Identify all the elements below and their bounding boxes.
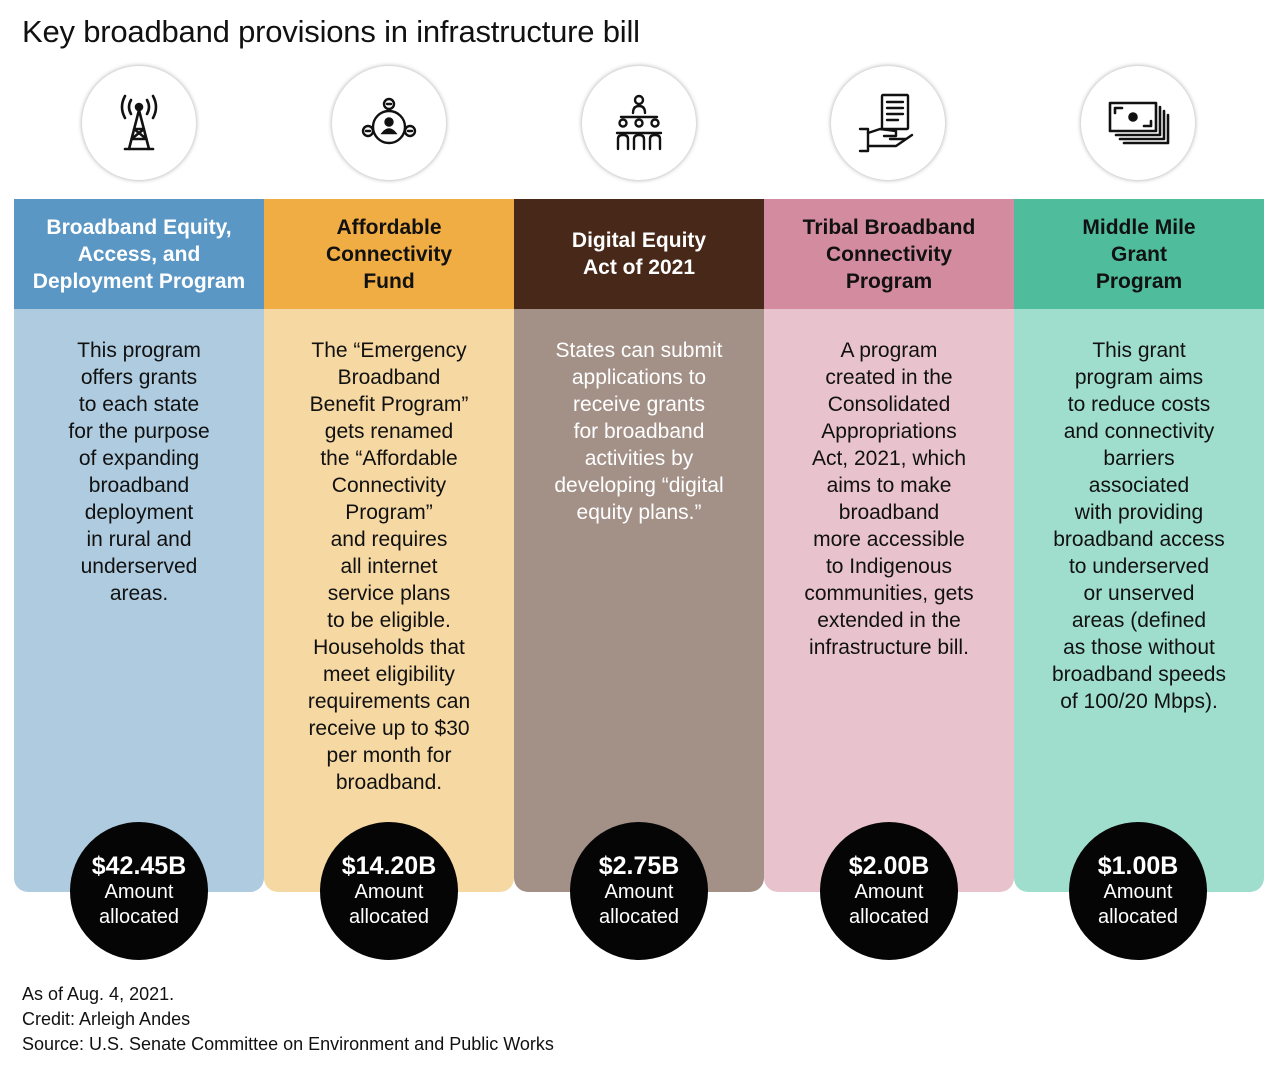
footer: As of Aug. 4, 2021. Credit: Arleigh Ande…: [22, 982, 554, 1057]
program-2-header: Affordable Connectivity Fund: [264, 199, 514, 309]
amount-value: $2.00B: [848, 852, 930, 880]
amount-label: Amount allocated: [1097, 881, 1179, 928]
program-4-header: Tribal Broadband Connectivity Program: [764, 199, 1014, 309]
program-5-amount: $1.00B Amount allocated: [1069, 822, 1207, 960]
amount-label: Amount allocated: [98, 881, 180, 928]
program-1-amount: $42.45B Amount allocated: [70, 822, 208, 960]
amount-value: $1.00B: [1097, 852, 1179, 880]
program-4-amount: $2.00B Amount allocated: [820, 822, 958, 960]
hand-document-icon: [831, 66, 945, 180]
program-2-amount: $14.20B Amount allocated: [320, 822, 458, 960]
page-title: Key broadband provisions in infrastructu…: [22, 14, 640, 49]
footer-credit: Credit: Arleigh Andes: [22, 1009, 191, 1029]
program-2-description: The “Emergency Broadband Benefit Program…: [264, 309, 514, 892]
footer-date: As of Aug. 4, 2021.: [22, 984, 175, 1004]
amount-value: $14.20B: [341, 852, 437, 880]
amount-label: Amount allocated: [848, 881, 930, 928]
program-5-description: This grant program aims to reduce costs …: [1014, 309, 1264, 892]
footer-source: Source: U.S. Senate Committee on Environ…: [22, 1034, 554, 1054]
amount-value: $42.45B: [91, 852, 187, 880]
program-5-header: Middle Mile Grant Program: [1014, 199, 1264, 309]
program-3-header: Digital Equity Act of 2021: [514, 199, 764, 309]
program-4-description: A program created in the Consolidated Ap…: [764, 309, 1014, 892]
amount-label: Amount allocated: [598, 881, 680, 928]
cash-stack-icon: [1081, 66, 1195, 180]
amount-value: $2.75B: [598, 852, 680, 880]
program-3-description: States can submit applications to receiv…: [514, 309, 764, 892]
network-people-icon: [332, 66, 446, 180]
amount-label: Amount allocated: [348, 881, 430, 928]
program-3-amount: $2.75B Amount allocated: [570, 822, 708, 960]
org-chart-icon: [582, 66, 696, 180]
program-1-description: This program offers grants to each state…: [14, 309, 264, 892]
program-1-header: Broadband Equity, Access, and Deployment…: [14, 199, 264, 309]
radio-tower-icon: [82, 66, 196, 180]
